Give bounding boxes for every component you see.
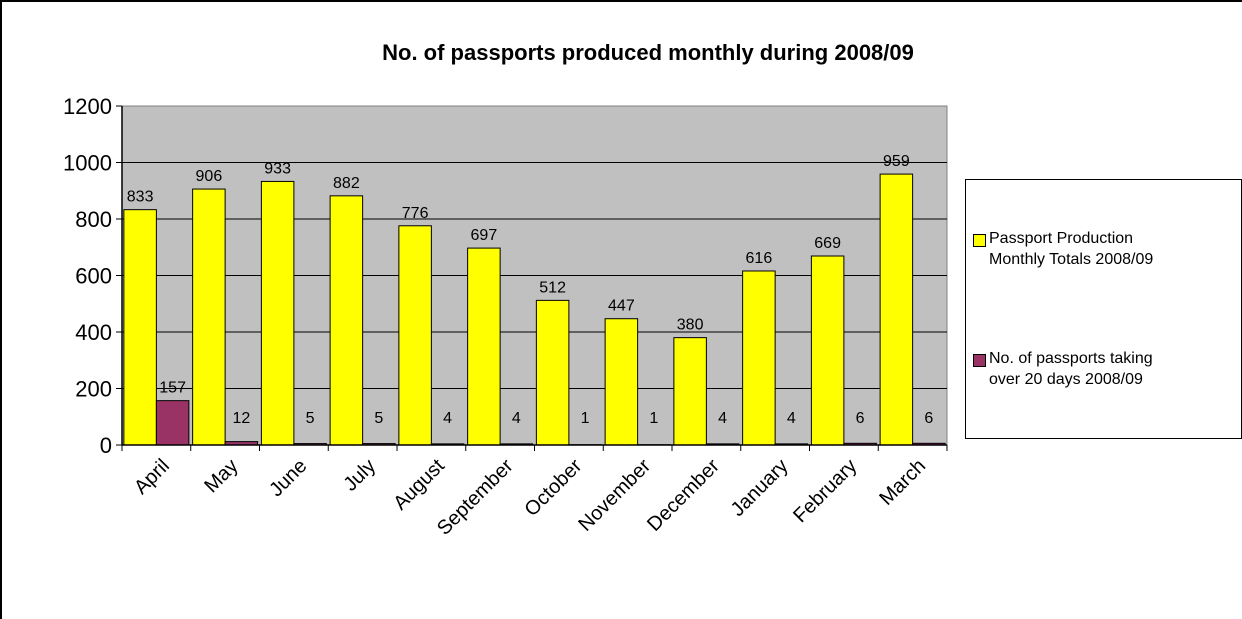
x-category-label: January [727, 455, 793, 521]
legend: Passport Production Monthly Totals 2008/… [965, 179, 1242, 439]
bar-production-october [535, 299, 570, 446]
data-label-production: 833 [127, 189, 154, 206]
data-label-over-20-days: 5 [374, 410, 383, 427]
data-label-over-20-days: 4 [787, 410, 796, 427]
chart-title: No. of passports produced monthly during… [382, 40, 914, 65]
data-label-over-20-days: 6 [856, 410, 865, 427]
data-label-production: 512 [539, 279, 566, 296]
bar-production-january [742, 270, 776, 446]
x-category-label: March [875, 455, 930, 510]
x-category-label: December [643, 455, 724, 536]
data-label-over-20-days: 4 [443, 410, 452, 427]
bar-production-april [123, 209, 157, 446]
data-label-over-20-days: 4 [512, 410, 521, 427]
data-label-over-20-days: 6 [924, 410, 933, 427]
x-category-label: April [130, 455, 174, 499]
y-tick-label: 1000 [63, 151, 112, 176]
y-tick-label: 600 [75, 264, 112, 289]
legend-swatch-production [973, 234, 986, 247]
bar-production-may [192, 188, 226, 446]
data-label-production: 616 [746, 250, 773, 267]
x-category-label: July [339, 455, 380, 496]
data-labels: 833 157 906 12 933 5 882 5 776 4 697 4 512 1 447 1 380 4 6… [127, 153, 934, 427]
legend-swatch-over-20-days [973, 354, 986, 367]
bar-production-july [329, 195, 364, 446]
data-label-production: 906 [196, 168, 223, 185]
data-label-over-20-days: 4 [718, 410, 727, 427]
legend-label-production: Passport Production Monthly Totals 2008/… [989, 230, 1154, 268]
data-label-over-20-days: 1 [581, 410, 590, 427]
bar-production-june [260, 180, 295, 446]
data-label-production: 447 [608, 298, 635, 315]
bar-production-august [398, 225, 432, 446]
bar-production-december [673, 337, 707, 446]
legend-item-production: Passport Production Monthly Totals 2008/… [973, 228, 1238, 270]
data-label-production: 882 [333, 175, 360, 192]
data-label-production: 380 [677, 317, 704, 334]
x-category-label: May [200, 455, 242, 497]
data-label-over-20-days: 157 [159, 380, 186, 397]
gridlines [122, 162, 947, 389]
legend-item-over-20-days: No. of passports taking over 20 days 200… [973, 348, 1238, 390]
data-label-production: 959 [883, 153, 910, 170]
x-category-label: August [389, 455, 449, 515]
y-tick-label: 400 [75, 320, 112, 345]
data-label-over-20-days: 1 [649, 410, 658, 427]
x-category-label: October [521, 455, 587, 521]
bar-over-20-days-april [155, 400, 190, 446]
x-category-label: February [789, 455, 861, 527]
y-tick-label: 200 [75, 377, 112, 402]
data-label-over-20-days: 12 [232, 410, 250, 427]
y-tick-label: 1200 [63, 94, 112, 119]
bars [123, 173, 946, 446]
data-label-production: 933 [264, 160, 291, 177]
data-label-production: 697 [471, 227, 498, 244]
bar-production-february [810, 255, 845, 446]
bar-production-november [604, 318, 639, 446]
x-category-label: June [265, 455, 311, 501]
bar-production-march [879, 173, 914, 446]
data-label-over-20-days: 5 [306, 410, 315, 427]
y-tick-label: 800 [75, 207, 112, 232]
legend-label-over-20-days: No. of passports taking over 20 days 200… [989, 350, 1153, 388]
bar-production-september [467, 247, 501, 446]
x-category-label: November [574, 455, 655, 536]
data-label-production: 669 [814, 235, 841, 252]
data-label-production: 776 [402, 205, 429, 222]
y-tick-label: 0 [100, 433, 112, 458]
